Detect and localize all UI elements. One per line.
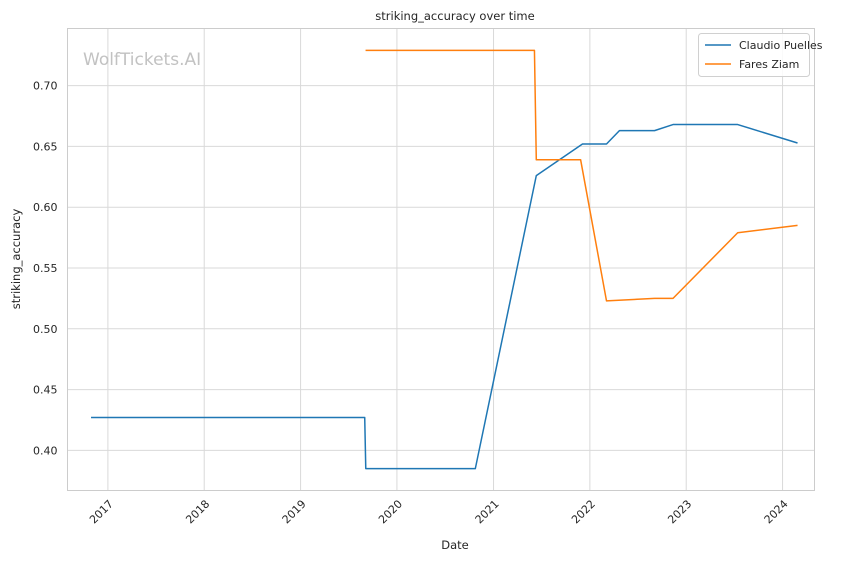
legend: Claudio Puelles Fares Ziam	[698, 33, 823, 77]
y-tick-label: 0.45	[33, 384, 58, 397]
y-tick-labels: 0.40 0.45 0.50 0.55 0.60 0.65 0.70	[33, 80, 58, 458]
x-tick-label: 2022	[569, 497, 598, 526]
x-tick-label: 2017	[87, 497, 116, 526]
x-tick-label: 2019	[280, 497, 309, 526]
x-tick-label: 2023	[665, 497, 694, 526]
series-line-1	[91, 123, 798, 470]
series-layer	[91, 49, 798, 470]
grid	[67, 28, 815, 491]
y-axis-title: striking_accuracy	[9, 209, 23, 310]
y-tick-label: 0.70	[33, 80, 58, 93]
chart-title: striking_accuracy over time	[375, 9, 534, 23]
x-tick-labels: 2017 2018 2019 2020 2021 2022 2023 2024	[87, 497, 791, 526]
x-tick-label: 2020	[376, 497, 405, 526]
x-tick-label: 2024	[762, 497, 791, 526]
plot-frame	[67, 28, 815, 491]
y-tick-label: 0.50	[33, 323, 58, 336]
legend-label-1: Claudio Puelles	[739, 39, 823, 52]
legend-label-2: Fares Ziam	[739, 58, 799, 71]
y-tick-label: 0.40	[33, 444, 58, 457]
x-axis-title: Date	[441, 538, 469, 552]
y-tick-label: 0.60	[33, 201, 58, 214]
watermark: WolfTickets.AI	[83, 50, 201, 70]
y-tick-label: 0.65	[33, 140, 58, 153]
series-line-2	[365, 49, 798, 302]
x-tick-label: 2018	[183, 497, 212, 526]
y-tick-label: 0.55	[33, 262, 58, 275]
x-tick-label: 2021	[473, 497, 502, 526]
